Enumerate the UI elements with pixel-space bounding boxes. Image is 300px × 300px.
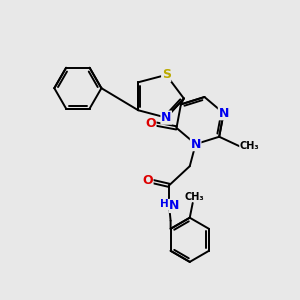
Text: CH₃: CH₃ <box>240 141 259 151</box>
Text: N: N <box>190 138 201 151</box>
Text: N: N <box>169 200 180 212</box>
Text: O: O <box>145 117 156 130</box>
Text: S: S <box>162 68 171 81</box>
Text: N: N <box>161 111 171 124</box>
Text: O: O <box>142 174 153 188</box>
Text: CH₃: CH₃ <box>184 191 204 202</box>
Text: N: N <box>218 107 229 120</box>
Text: H: H <box>160 200 169 209</box>
